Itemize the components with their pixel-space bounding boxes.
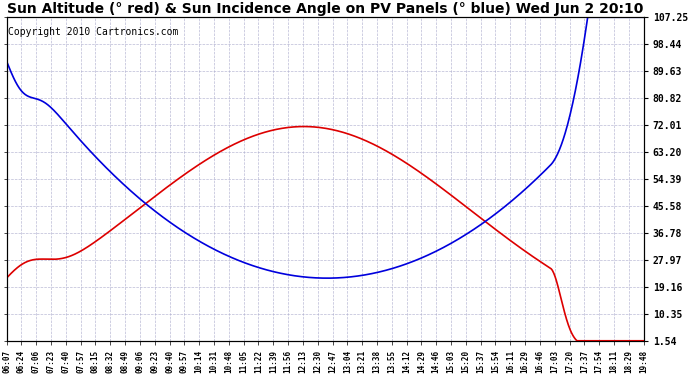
- Title: Sun Altitude (° red) & Sun Incidence Angle on PV Panels (° blue) Wed Jun 2 20:10: Sun Altitude (° red) & Sun Incidence Ang…: [7, 2, 643, 16]
- Text: Copyright 2010 Cartronics.com: Copyright 2010 Cartronics.com: [8, 27, 178, 37]
